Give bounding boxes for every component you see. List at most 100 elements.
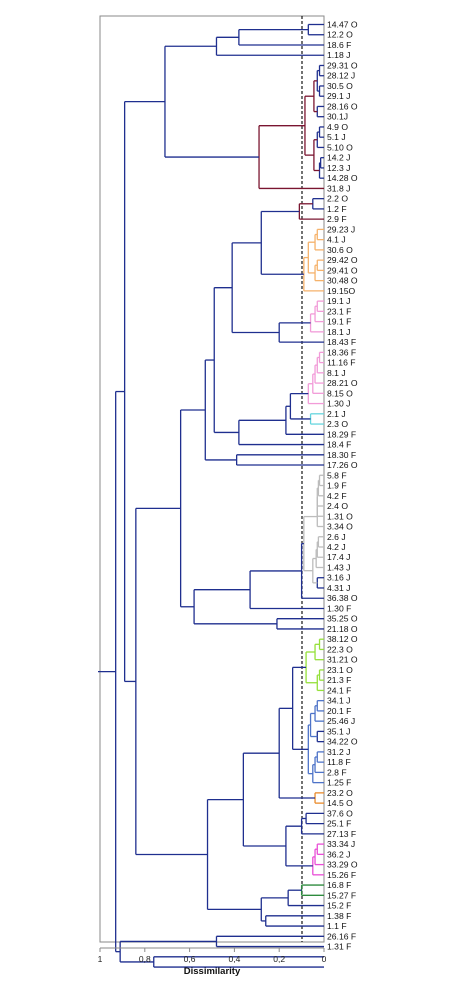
x-axis-title: Dissimilarity: [184, 966, 241, 977]
leaf-label: 21.3 F: [327, 675, 351, 685]
leaf-label: 12.3 J: [327, 163, 350, 173]
leaf-label: 2.4 O: [327, 501, 348, 511]
leaf-label: 3.16 J: [327, 573, 350, 583]
x-axis-tick-label: 0,4: [228, 954, 240, 964]
leaf-label: 29.23 J: [327, 224, 355, 234]
leaf-label: 11.16 F: [327, 358, 356, 368]
leaf-label: 12.2 O: [327, 30, 353, 40]
leaf-label: 30.5 O: [327, 81, 353, 91]
leaf-label: 5.1 J: [327, 132, 346, 142]
x-axis-tick-label: 0: [322, 954, 327, 964]
leaf-label: 2.6 J: [327, 532, 346, 542]
leaf-label: 36.38 O: [327, 593, 358, 603]
leaf-label: 25.1 F: [327, 819, 351, 829]
leaf-label: 31.21 O: [327, 655, 358, 665]
leaf-label: 1.9 F: [327, 481, 347, 491]
leaf-label: 25.46 J: [327, 716, 355, 726]
leaf-label: 36.2 J: [327, 849, 350, 859]
leaf-label: 2.8 F: [327, 767, 347, 777]
leaf-label: 4.9 O: [327, 122, 348, 132]
leaf-label: 4.2 J: [327, 542, 346, 552]
leaf-label: 28.12 J: [327, 71, 355, 81]
leaf-label: 18.6 F: [327, 40, 351, 50]
leaf-label: 33.34 J: [327, 839, 355, 849]
leaf-label: 1.25 F: [327, 778, 351, 788]
leaf-label: 1.30 F: [327, 603, 351, 613]
leaf-label: 19.1 F: [327, 317, 351, 327]
leaf-label: 18.4 F: [327, 440, 351, 450]
leaf-label: 2.1 J: [327, 409, 346, 419]
leaf-label: 2.3 O: [327, 419, 348, 429]
leaf-label: 18.1 J: [327, 327, 350, 337]
leaf-label: 22.3 O: [327, 644, 353, 654]
leaf-label: 35.25 O: [327, 614, 358, 624]
leaf-label: 27.13 F: [327, 829, 356, 839]
leaf-label: 16.8 F: [327, 880, 351, 890]
leaf-label: 34.1 J: [327, 696, 350, 706]
x-axis-ticks: 1 0,8 0,6 0,4 0,2 0: [98, 948, 327, 964]
leaf-label: 17.4 J: [327, 552, 350, 562]
leaf-label: 18.43 F: [327, 337, 356, 347]
leaf-label: 18.30 F: [327, 450, 356, 460]
leaf-label: 28.16 O: [327, 101, 358, 111]
leaf-label: 1.18 J: [327, 50, 350, 60]
leaf-label: 30.6 O: [327, 245, 353, 255]
leaf-label: 18.29 F: [327, 429, 356, 439]
leaf-label: 5.10 O: [327, 142, 353, 152]
leaf-label: 15.26 F: [327, 870, 356, 880]
leaf-labels: 14.47 O12.2 O18.6 F1.18 J29.31 O28.12 J3…: [327, 20, 358, 952]
leaf-label: 20.1 F: [327, 706, 351, 716]
leaf-label: 3.34 O: [327, 522, 353, 532]
leaf-label: 19.15O: [327, 286, 356, 296]
leaf-label: 1.43 J: [327, 562, 350, 572]
x-axis-tick-label: 0,8: [139, 954, 151, 964]
leaf-label: 31.8 J: [327, 183, 350, 193]
leaf-label: 15.27 F: [327, 890, 356, 900]
leaf-label: 2.9 F: [327, 214, 347, 224]
leaf-label: 15.2 F: [327, 901, 351, 911]
leaf-label: 35.1 J: [327, 726, 350, 736]
leaf-label: 14.28 O: [327, 173, 358, 183]
x-axis-tick-label: 1: [98, 954, 103, 964]
leaf-label: 30.1J: [327, 112, 348, 122]
leaf-label: 14.2 J: [327, 153, 350, 163]
leaf-label: 4.31 J: [327, 583, 350, 593]
leaf-label: 28.21 O: [327, 378, 358, 388]
leaf-label: 11.8 F: [327, 757, 351, 767]
leaf-label: 38.12 O: [327, 634, 358, 644]
leaf-label: 29.42 O: [327, 255, 358, 265]
x-axis-tick-label: 0,6: [184, 954, 196, 964]
leaf-label: 30.48 O: [327, 276, 358, 286]
leaf-label: 29.41 O: [327, 265, 358, 275]
dendrogram-branches: [98, 23, 324, 968]
leaf-label: 8.15 O: [327, 388, 353, 398]
leaf-label: 17.26 O: [327, 460, 358, 470]
leaf-label: 29.31 O: [327, 60, 358, 70]
leaf-label: 2.2 O: [327, 194, 348, 204]
leaf-label: 29.1 J: [327, 91, 350, 101]
leaf-label: 14.47 O: [327, 20, 358, 30]
leaf-label: 1.31 O: [327, 511, 353, 521]
leaf-label: 1.30 J: [327, 399, 350, 409]
leaf-label: 37.6 O: [327, 808, 353, 818]
leaf-label: 1.38 F: [327, 911, 351, 921]
leaf-label: 4.1 J: [327, 235, 346, 245]
leaf-label: 14.5 O: [327, 798, 353, 808]
leaf-label: 26.16 F: [327, 931, 356, 941]
plot-frame: [99, 15, 325, 943]
leaf-label: 8.1 J: [327, 368, 346, 378]
x-axis: 1 0,8 0,6 0,4 0,2 0 Dissimilarity: [98, 947, 327, 977]
leaf-label: 1.31 F: [327, 942, 351, 952]
leaf-label: 18.36 F: [327, 347, 356, 357]
leaf-label: 24.1 F: [327, 685, 351, 695]
leaf-label: 1.1 F: [327, 921, 347, 931]
leaf-label: 19.1 J: [327, 296, 350, 306]
leaf-label: 1.2 F: [327, 204, 347, 214]
leaf-label: 33.29 O: [327, 860, 358, 870]
x-axis-tick-label: 0,2: [273, 954, 285, 964]
leaf-label: 21.18 O: [327, 624, 358, 634]
leaf-label: 23.1 F: [327, 306, 351, 316]
leaf-label: 31.2 J: [327, 747, 350, 757]
leaf-label: 4.2 F: [327, 491, 347, 501]
